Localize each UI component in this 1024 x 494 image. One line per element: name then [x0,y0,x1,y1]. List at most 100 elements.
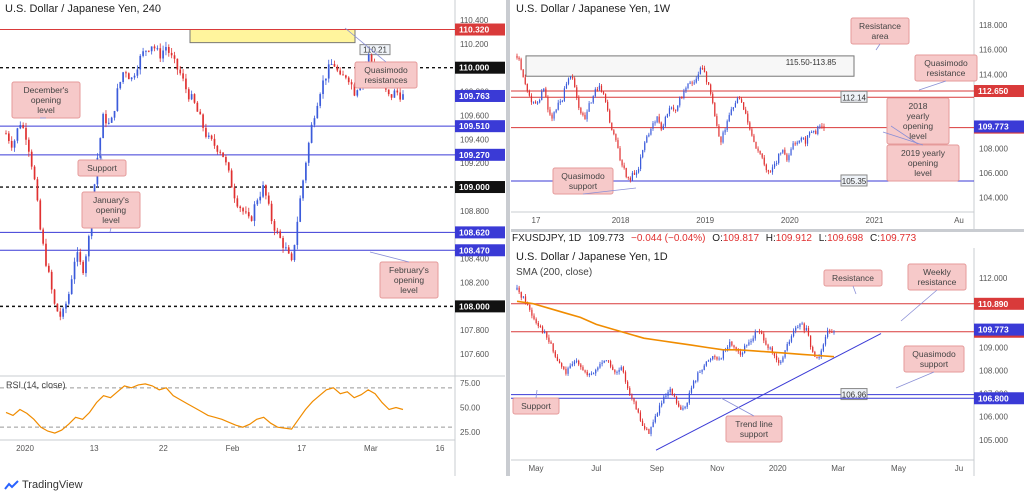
w1-candle-body [699,67,701,75]
d1-candle-body [648,429,650,434]
w1-candle-body [532,101,535,103]
w1-candle-body [689,82,691,84]
h4-candle-body [165,47,167,51]
d1-candle-body [590,373,593,375]
d1-candle-body [688,392,690,403]
w1-candle-body [730,109,732,116]
h4-candle-body [62,308,64,317]
d1-candle-body [818,357,820,359]
d1-y-tick-label: 106.000 [979,413,1008,422]
h4-candle-body [245,211,247,213]
daily-chart-title: U.S. Dollar / Japanese Yen, 1D [516,251,668,263]
d1-candle-body [616,371,618,373]
h4-candle-body [42,229,44,244]
d1-candle-body [807,327,810,336]
w1-candle-body [539,100,541,103]
w1-candle-body [817,126,819,134]
d1-candle-body [552,343,554,352]
w1-annotation-text: Resistance area [859,21,901,41]
weekly-chart[interactable]: 118.000116.000114.000110.000108.000106.0… [511,0,1024,229]
w1-candle-body [697,74,699,79]
d1-candle-body [703,365,705,370]
daily-chart-panel[interactable]: 112.000111.000109.000108.000107.000106.0… [511,248,1024,476]
d1-candle-body [709,359,712,361]
h4-chart-panel[interactable]: 110.400110.200109.800109.600109.400109.2… [0,0,505,476]
tradingview-brand[interactable]: TradingView [22,479,83,491]
w1-candle-body [598,85,601,90]
h4-level-axis-tag [455,89,505,102]
w1-candle-body [660,122,662,130]
d1-candle-body [790,336,793,342]
d1-candle-body [731,341,733,346]
weekly-chart-panel[interactable]: 118.000116.000114.000110.000108.000106.0… [511,0,1024,229]
h4-candle-body [107,122,110,124]
w1-candle-body [796,142,798,144]
h4-candle-body [210,135,213,139]
d1-candle-body [599,364,601,368]
d1-annotation-text: Resistance [832,273,874,283]
d1-candle-body [641,420,644,426]
w1-annotation-leader [875,43,881,51]
w1-candle-body [574,78,576,88]
d1-candle-body [629,388,631,395]
w1-candle-body [716,116,718,126]
w1-candle-body [767,170,769,172]
d1-candle-body [680,406,682,410]
d1-candle-body [735,347,737,350]
daily-chart[interactable]: 112.000111.000109.000108.000107.000106.0… [511,248,1024,476]
d1-candle-body [773,352,776,356]
d1-candle-body [567,368,569,374]
w1-candle-body [718,125,720,137]
w1-candle-body [759,150,761,154]
h4-candle-body [25,127,27,140]
w1-candle-body [567,78,570,84]
h4-candle-body [187,89,190,100]
d1-candle-body [592,373,595,375]
h4-quasimodo-zone [189,29,356,44]
symbol-label: FXUSDJPY, 1D [512,233,582,244]
d1-candle-body [550,341,552,344]
d1-candle-body [799,323,801,327]
w1-level-tag-label: 105.35 [842,177,867,186]
h4-level-axis-tag [455,148,505,161]
d1-trend-line [655,333,882,451]
h4-candle-body [296,221,299,245]
d1-candle-body [607,360,610,362]
h4-candle-body [65,303,67,309]
w1-candle-body [747,113,749,123]
h4-candle-body [113,110,116,118]
h4-chart[interactable]: 110.400110.200109.800109.600109.400109.2… [0,0,505,476]
h4-candle-body [16,128,19,141]
vertical-divider[interactable] [506,0,510,476]
h4-candle-body [10,140,13,148]
w1-candle-body [572,76,574,79]
w1-candle-body [520,59,522,70]
w1-candle-body [580,107,582,114]
d1-candle-body [654,416,656,423]
w1-candle-body [561,100,563,102]
h4-candle-body [282,237,284,248]
d1-candle-body [663,396,665,404]
d1-candle-body [646,428,648,430]
d1-candle-body [667,392,669,396]
h4-candle-body [225,157,227,163]
h4-candle-body [170,52,173,56]
d1-candle-body [622,367,625,373]
d1-candle-body [626,381,629,389]
w1-candle-body [545,88,547,98]
w1-candle-body [578,97,580,108]
h4-candle-body [247,212,250,217]
d1-candle-body [595,369,597,374]
h4-candle-body [236,198,239,207]
h4-candle-body [142,51,144,56]
h4-candle-body [402,94,404,100]
h4-candle-body [307,142,310,163]
h4-candle-body [342,74,344,76]
d1-candle-body [673,395,676,397]
horizontal-divider[interactable] [511,229,1024,232]
d1-candle-body [833,331,835,333]
w1-annotation-leader [918,80,947,91]
w1-annotation-text: 2018 yearly opening level [903,101,934,141]
close-value: 109.773 [880,233,917,244]
d1-candle-body [558,360,561,364]
